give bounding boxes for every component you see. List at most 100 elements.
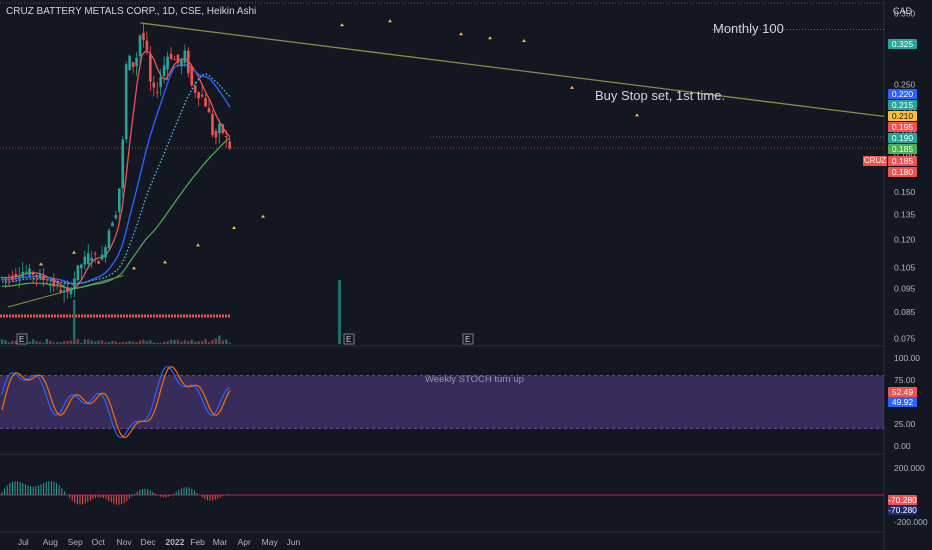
volume-bar (190, 339, 193, 344)
candle-body (35, 274, 38, 277)
signal-marker (635, 113, 639, 117)
earnings-marker (16, 333, 28, 345)
candle-body (42, 275, 45, 280)
candle-body (118, 188, 121, 212)
price-tick-label: 0.150 (894, 187, 916, 197)
volume-bar (204, 339, 207, 344)
time-tick-label: Sep (68, 537, 83, 547)
volume-bar (31, 339, 35, 344)
stoch-tick-label: 100.00 (894, 353, 920, 363)
candle-body (107, 230, 111, 248)
candle-body (131, 62, 135, 68)
volume-bar (207, 342, 211, 344)
candle-body (76, 265, 80, 281)
candle-body (187, 50, 190, 74)
candle-body (173, 59, 176, 61)
candle-body (155, 92, 159, 94)
candle-body (224, 136, 228, 138)
candle-body (66, 288, 69, 292)
volume-bar (7, 342, 11, 344)
volume-bar (49, 340, 52, 344)
symbol-tag: CRUZ (863, 156, 887, 166)
candle-body (69, 290, 73, 295)
price-tag: 0.210 (888, 111, 917, 121)
volume-bar (166, 341, 169, 344)
price-tick-label: 0.135 (894, 209, 916, 219)
macd-tick-label: 200.000 (894, 463, 925, 473)
annotation-weekly-stoch[interactable]: Weekly STOCH turn up (425, 374, 524, 385)
candle-body (38, 273, 42, 278)
stoch-band (0, 375, 884, 429)
price-tick-label: 0.250 (894, 80, 916, 90)
candle-body (97, 260, 100, 264)
volume-bar (138, 340, 142, 344)
volume-bar (180, 341, 183, 344)
time-tick-label: Aug (43, 537, 58, 547)
macd-panel (0, 481, 884, 505)
volume-bar (176, 339, 180, 344)
volume-bar (38, 341, 42, 344)
trendline-lower (7, 275, 124, 308)
candle-body (0, 277, 4, 279)
price-tag: 0.220 (888, 89, 917, 99)
candle-body (83, 256, 87, 265)
signal-marker (340, 23, 344, 27)
stoch-tag: 49.92 (888, 397, 917, 407)
ma-dotted-line (2, 73, 231, 285)
candle-body (162, 65, 166, 76)
annotation-monthly[interactable]: Monthly 100 (713, 21, 784, 36)
currency-label: CAD (893, 6, 913, 16)
time-tick-label: Jul (18, 537, 29, 547)
signal-marker (72, 250, 76, 254)
volume-bar (100, 340, 104, 344)
volume-bar (159, 342, 162, 344)
candle-body (176, 54, 180, 63)
candle-body (138, 35, 142, 57)
volume-bar (221, 340, 224, 344)
time-tick-label: Jun (287, 537, 301, 547)
candle-body (218, 123, 221, 134)
signal-marker (196, 243, 200, 247)
volume-bar (80, 342, 83, 344)
candle-body (180, 59, 183, 67)
annotation-buy-stop[interactable]: Buy Stop set, 1st time. (595, 88, 726, 103)
volume-bar (197, 341, 200, 344)
candle-body (62, 290, 66, 293)
candle-body (169, 53, 173, 59)
price-tick-label: 0.095 (894, 283, 916, 293)
volume-bar (169, 339, 173, 344)
time-axis: Jul Aug Sep Oct Nov Dec 2022 Feb Mar Apr May Jun (18, 537, 301, 547)
candle-body (152, 82, 156, 88)
signal-marker (459, 32, 463, 36)
volume-bar (35, 341, 38, 344)
candle-body (128, 55, 131, 70)
signal-marker (132, 266, 136, 270)
volume-bar (114, 341, 118, 344)
price-axis: 0.3500.3000.2500.2200.2000.1800.1650.150… (894, 9, 928, 527)
signal-marker (388, 19, 392, 23)
signal-marker (163, 260, 167, 264)
volume-bar (183, 340, 187, 344)
volume-bar (228, 342, 231, 344)
volume-bar (225, 339, 228, 344)
volume-bar (11, 340, 14, 344)
price-tag: 0.325 (888, 39, 917, 49)
volume-bar (152, 342, 155, 344)
candle-body (228, 141, 231, 149)
volume-bar (200, 340, 204, 344)
volume-bar (218, 335, 221, 344)
volume-bar (83, 339, 86, 344)
volume-bar (145, 341, 149, 344)
volume-bar (194, 341, 197, 344)
earnings-marker (462, 333, 474, 345)
candle-body (28, 268, 31, 276)
candle-body (121, 139, 125, 189)
candle-body (21, 271, 24, 277)
candle-body (135, 57, 138, 66)
volume-bar (142, 339, 145, 344)
signal-marker (570, 85, 574, 89)
time-tick-label: 2022 (165, 537, 184, 547)
volume-bar (4, 340, 7, 344)
volume-bar (73, 300, 76, 344)
